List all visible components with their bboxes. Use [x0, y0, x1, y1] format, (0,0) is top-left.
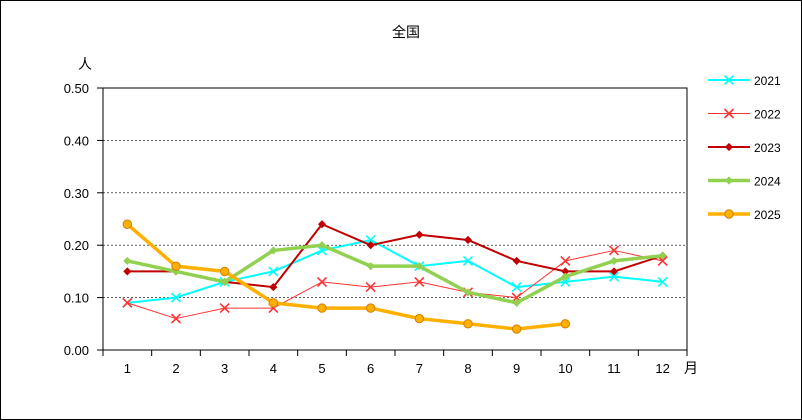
y-tick-label: 0.10	[64, 291, 89, 306]
y-tick-label: 0.30	[64, 186, 89, 201]
legend-marker	[723, 74, 735, 86]
legend-label: 2025	[754, 208, 781, 222]
data-point	[463, 235, 473, 245]
data-point	[317, 220, 327, 229]
series-2024	[123, 241, 667, 307]
x-tick-label: 12	[655, 361, 669, 376]
legend-label: 2024	[754, 175, 781, 189]
series-line	[126, 249, 664, 320]
data-point	[608, 245, 620, 256]
data-point	[561, 272, 570, 281]
legend-label: 2021	[754, 74, 781, 88]
x-tick-label: 2	[172, 361, 179, 376]
legend-label: 2022	[754, 108, 781, 122]
x-tick-label: 4	[270, 361, 277, 376]
data-point	[415, 230, 424, 239]
data-point	[220, 277, 229, 286]
data-point	[268, 298, 279, 308]
data-point	[170, 292, 182, 303]
x-tick-label: 6	[367, 361, 374, 376]
y-tick-label: 0.20	[64, 238, 89, 253]
legend-item: 2025	[708, 208, 781, 222]
legend-item: 2022	[708, 108, 781, 122]
data-point	[511, 324, 522, 334]
data-point	[463, 288, 473, 297]
legend-marker	[724, 176, 734, 185]
legend-item: 2024	[708, 175, 781, 189]
series-2025	[122, 219, 571, 334]
data-point	[657, 255, 668, 266]
series-line	[126, 238, 664, 304]
legend-label: 2023	[754, 141, 781, 155]
data-point	[512, 298, 521, 307]
data-point	[122, 219, 133, 229]
data-point	[560, 255, 571, 266]
x-tick-label: 8	[464, 361, 471, 376]
legend-item: 2021	[708, 74, 781, 88]
series-2022	[122, 245, 668, 324]
data-point	[658, 251, 667, 260]
data-point	[219, 266, 230, 277]
data-point	[511, 282, 522, 293]
data-point	[657, 276, 668, 287]
data-point	[170, 313, 182, 324]
legend-marker	[724, 209, 734, 219]
data-point	[560, 319, 571, 329]
x-axis-unit: 月	[684, 361, 698, 377]
y-axis-unit: 人	[78, 57, 92, 73]
y-tick-label: 0.50	[64, 81, 89, 96]
data-point	[316, 276, 328, 287]
x-tick-label: 7	[416, 361, 423, 376]
legend-marker	[723, 108, 735, 119]
data-point	[462, 255, 474, 266]
series-line	[125, 243, 665, 305]
legend-marker	[724, 142, 734, 152]
data-point	[414, 276, 425, 287]
data-point	[268, 266, 279, 277]
x-tick-label: 1	[124, 361, 131, 376]
data-point	[609, 267, 619, 276]
data-point	[365, 303, 376, 313]
data-point	[512, 256, 521, 265]
plot-area: 0.000.100.200.300.400.501 2 3 4 5 6 7 8 9 10 11 12	[64, 81, 688, 376]
data-point	[171, 261, 181, 271]
x-tick-label: 10	[558, 361, 572, 376]
chart-title: 全国	[392, 24, 420, 41]
x-tick-label: 3	[221, 361, 228, 376]
data-point	[366, 262, 375, 271]
x-tick-label: 11	[607, 361, 621, 376]
data-point	[317, 303, 327, 313]
y-tick-label: 0.00	[64, 343, 89, 358]
data-point	[269, 246, 278, 255]
y-tick-label: 0.40	[64, 133, 89, 148]
data-point	[608, 271, 620, 282]
data-point	[122, 297, 133, 308]
series-line	[125, 222, 568, 331]
data-point	[123, 256, 132, 265]
data-point	[414, 313, 425, 324]
legend: 2021 2022 2023 2024 2025	[708, 74, 781, 222]
data-point	[415, 262, 424, 271]
x-tick-label: 5	[318, 361, 325, 376]
data-point	[463, 319, 473, 329]
data-point	[219, 303, 230, 314]
data-point	[269, 283, 278, 292]
data-point	[123, 267, 132, 276]
plot-border	[102, 87, 688, 351]
data-point	[609, 256, 619, 265]
data-point	[317, 241, 327, 250]
legend-item: 2023	[708, 141, 781, 155]
data-point	[366, 241, 375, 250]
x-tick-label: 9	[513, 361, 520, 376]
data-point	[365, 282, 376, 293]
